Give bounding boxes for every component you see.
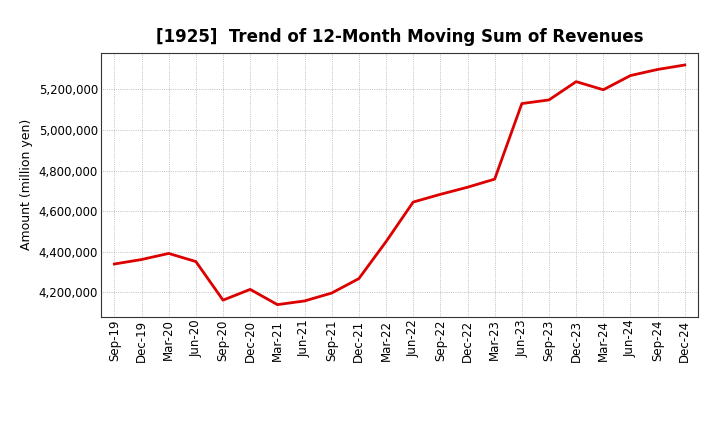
Y-axis label: Amount (million yen): Amount (million yen) [20,119,33,250]
Title: [1925]  Trend of 12-Month Moving Sum of Revenues: [1925] Trend of 12-Month Moving Sum of R… [156,28,644,46]
